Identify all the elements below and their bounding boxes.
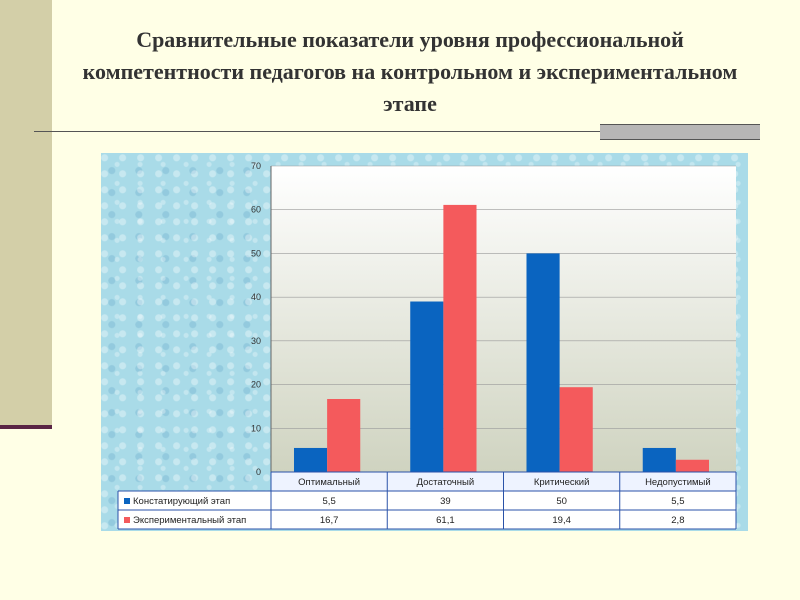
legend-key xyxy=(124,498,130,504)
left-decor-band xyxy=(0,0,52,425)
data-label: 39 xyxy=(440,496,451,507)
category-label: Достаточный xyxy=(417,477,475,488)
bar xyxy=(410,301,444,472)
bar xyxy=(293,447,328,472)
title-rule xyxy=(34,131,600,132)
bar xyxy=(327,398,361,472)
y-tick-label: 20 xyxy=(251,380,261,390)
y-tick-label: 0 xyxy=(256,467,261,477)
category-label: Недопустимый xyxy=(645,477,711,488)
y-tick-label: 10 xyxy=(251,423,261,433)
category-label: Оптимальный xyxy=(298,477,360,488)
data-label: 5,5 xyxy=(671,496,684,507)
slide-title: Сравнительные показатели уровня професси… xyxy=(82,27,738,116)
y-tick-label: 40 xyxy=(251,292,261,302)
bar xyxy=(526,253,560,472)
bar xyxy=(559,387,593,472)
legend-key xyxy=(124,517,130,523)
legend-series-name: Констатирующий этап xyxy=(133,496,230,507)
bar xyxy=(642,447,676,472)
data-label: 2,8 xyxy=(671,515,684,526)
y-tick-label: 30 xyxy=(251,336,261,346)
y-tick-label: 50 xyxy=(251,248,261,258)
bar xyxy=(443,204,477,473)
data-label: 19,4 xyxy=(552,515,571,526)
bar xyxy=(675,459,710,472)
data-label: 5,5 xyxy=(323,496,336,507)
y-tick-label: 70 xyxy=(251,161,261,171)
y-tick-label: 60 xyxy=(251,205,261,215)
left-decor-line xyxy=(0,425,52,429)
data-label: 61,1 xyxy=(436,515,455,526)
title-rule-accent xyxy=(600,124,760,140)
data-label: 50 xyxy=(556,496,567,507)
legend-series-name: Экспериментальный этап xyxy=(133,515,246,526)
data-label: 16,7 xyxy=(320,515,339,526)
category-label: Критический xyxy=(534,477,590,488)
